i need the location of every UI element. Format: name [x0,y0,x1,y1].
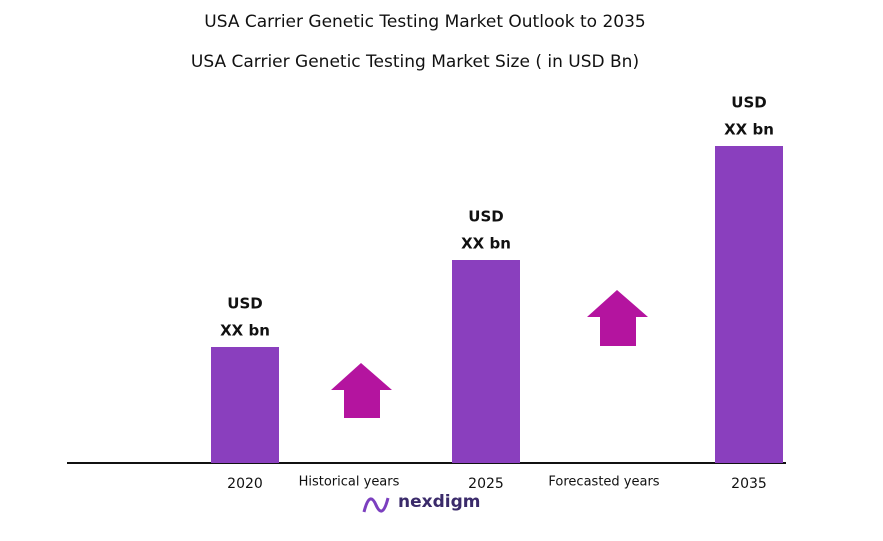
bar [211,347,279,463]
bar [715,146,783,463]
value-label: USD [731,94,766,112]
growth-arrow [331,363,392,418]
chart-subtitle: USA Carrier Genetic Testing Market Size … [191,52,639,72]
chart-title: USA Carrier Genetic Testing Market Outlo… [204,12,645,32]
growth-arrow [587,290,648,346]
x-tick-label: 2020 [227,476,263,492]
bar [452,260,520,463]
value-label: XX bn [461,235,511,253]
annotation: Forecasted years [548,475,659,490]
annotation: Historical years [299,475,400,490]
value-label: USD [468,208,503,226]
x-tick-label: 2025 [468,476,504,492]
brand-name: nexdigm [398,492,480,512]
brand-logo [362,497,390,513]
value-label: XX bn [220,322,270,340]
value-label: XX bn [724,121,774,139]
x-tick-label: 2035 [731,476,767,492]
value-label: USD [227,295,262,313]
